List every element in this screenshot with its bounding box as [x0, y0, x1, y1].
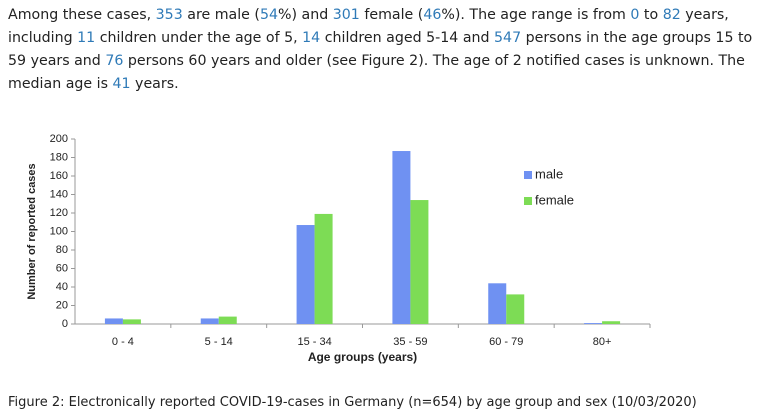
highlight-number: 82	[662, 7, 681, 23]
x-tick-label: 15 - 34	[297, 336, 331, 348]
highlight-number: 0	[630, 7, 640, 23]
x-tick-label: 35 - 59	[393, 336, 427, 348]
legend-swatch	[524, 171, 532, 179]
highlight-number: 11	[77, 30, 96, 46]
x-tick-label: 5 - 14	[205, 336, 233, 348]
legend-label: female	[535, 192, 574, 207]
highlight-number: 46	[423, 7, 442, 23]
bar	[506, 294, 525, 324]
y-tick-label: 180	[50, 151, 68, 163]
highlight-number: 41	[112, 76, 131, 92]
text-run: persons 60 years and older (see Figure 2…	[8, 53, 745, 92]
bar	[602, 321, 621, 324]
text-run: years.	[130, 76, 179, 92]
text-run: children aged 5-14 and	[320, 30, 495, 46]
caption: Figure 2: Electronically reported COVID-…	[8, 395, 697, 410]
y-tick-label: 60	[56, 262, 68, 274]
paragraph: Among these cases, 353 are male (54%) an…	[8, 4, 770, 96]
y-tick-label: 140	[50, 188, 68, 200]
bar	[218, 316, 237, 324]
bar	[488, 283, 507, 324]
legend-label: male	[535, 166, 563, 181]
bar	[122, 319, 141, 324]
highlight-number: 76	[105, 53, 124, 69]
x-tick-label: 80+	[593, 336, 612, 348]
text-run: years, including	[8, 7, 729, 46]
text-run: %) and	[278, 7, 333, 23]
highlight-number: 353	[155, 7, 183, 23]
highlight-number: 547	[494, 30, 522, 46]
bar	[314, 213, 333, 324]
y-axis-title: Number of reported cases	[26, 163, 38, 299]
bar	[392, 151, 411, 324]
y-tick-label: 80	[56, 244, 68, 256]
bar	[200, 318, 219, 324]
y-tick-label: 100	[50, 225, 68, 237]
text-run: children under the age of 5,	[95, 30, 303, 46]
y-tick-label: 200	[50, 133, 68, 145]
y-tick-label: 120	[50, 207, 68, 219]
text-run: to	[639, 7, 663, 23]
y-tick-label: 0	[62, 318, 68, 330]
bar	[584, 323, 603, 324]
y-tick-label: 20	[56, 299, 68, 311]
text-run: %). The age range is from	[441, 7, 631, 23]
highlight-number: 14	[302, 30, 321, 46]
highlight-number: 301	[332, 7, 360, 23]
text-run: persons in the age groups 15 to 59 years…	[8, 30, 753, 69]
x-tick-label: 0 - 4	[112, 336, 134, 348]
highlight-number: 54	[259, 7, 279, 23]
chart: 0 20 40 60 80 100 120 140 160 180 200 0 - 4 5 - 14 15…	[26, 133, 651, 364]
x-tick-label: 60 - 79	[489, 336, 523, 348]
text-run: Among these cases,	[8, 7, 156, 23]
legend-swatch	[524, 197, 532, 205]
y-tick-label: 160	[50, 170, 68, 182]
bar	[104, 318, 123, 324]
text-run: are male (	[182, 7, 260, 23]
bar	[296, 225, 315, 324]
bar	[410, 200, 429, 324]
x-axis-title: Age groups (years)	[308, 350, 417, 364]
y-tick-label: 40	[56, 281, 68, 293]
text-run: female (	[359, 7, 424, 23]
